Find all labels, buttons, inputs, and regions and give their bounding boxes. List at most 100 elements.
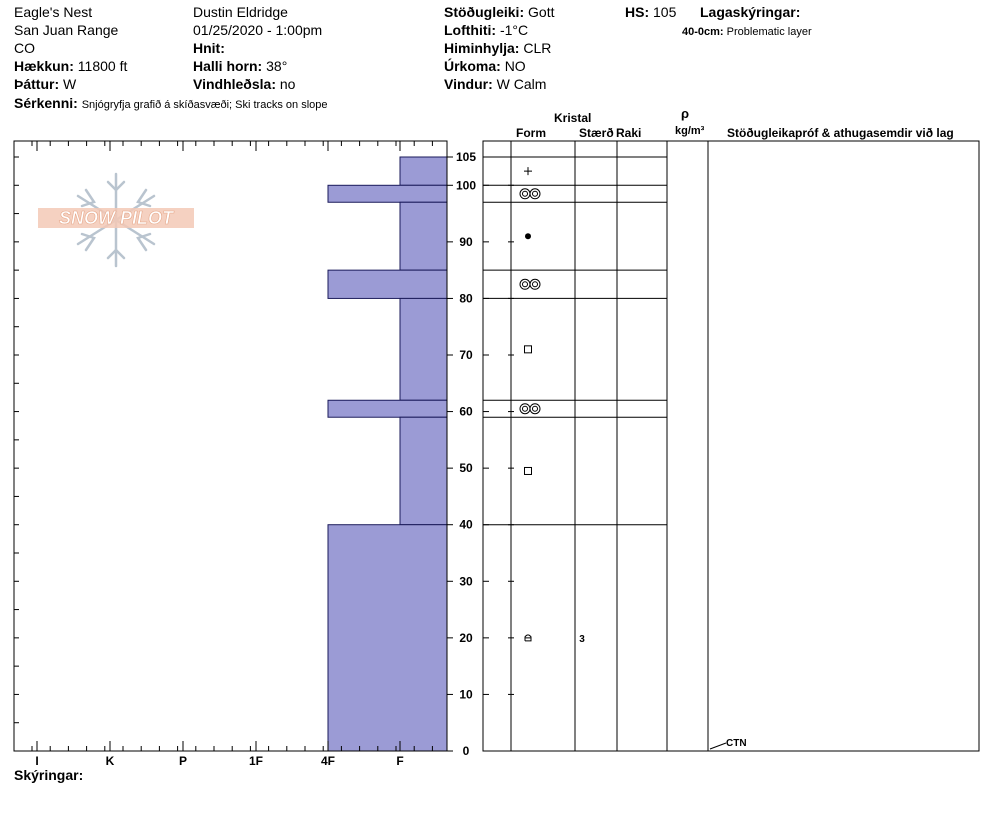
precip-value: NO	[504, 58, 526, 74]
snowpilot-logo: SNOW PILOT	[38, 172, 194, 268]
hardness-bar	[399, 201, 448, 271]
features-label: Sérkenni:	[14, 95, 78, 111]
wind-loading-value: no	[279, 76, 296, 92]
hardness-tick-label: F	[396, 754, 403, 768]
legend-label: Skýringar:	[14, 767, 84, 783]
site-name: Eagle's Nest	[14, 4, 93, 20]
grain-ring-inner	[532, 190, 538, 197]
grain-ring	[519, 403, 531, 415]
range-name: San Juan Range	[14, 22, 119, 38]
wind-row: Vindur: W Calm	[444, 76, 546, 92]
hardness-tick-label: P	[179, 754, 187, 768]
slope-value: 38°	[266, 58, 288, 74]
air-temp-value: -1°C	[499, 22, 529, 38]
grain-ring	[529, 188, 541, 200]
layer-note-text: Problematic layer	[726, 26, 812, 38]
hardness-tick-label: K	[106, 754, 115, 768]
grain-ring-inner	[532, 405, 538, 412]
air-temp-label: Lofthiti:	[444, 22, 497, 38]
density-unit-header: kg/m³	[675, 125, 705, 137]
observation-datetime: 01/25/2020 - 1:00pm	[193, 22, 323, 38]
grain-rounded-icon	[519, 278, 541, 290]
hs-label: HS:	[625, 4, 650, 20]
hardness-bar	[399, 416, 448, 526]
hardness-bar	[399, 156, 448, 186]
depth-tick-label: 60	[459, 405, 473, 419]
hardness-bar	[327, 269, 448, 299]
coords-label: Hnit:	[193, 40, 225, 56]
crystal-header: Kristal	[554, 111, 592, 125]
precip-row: Úrkoma: NO	[444, 58, 526, 74]
hardness-bar	[327, 184, 448, 203]
depth-tick-label: 80	[459, 291, 473, 305]
grain-ring	[529, 403, 541, 415]
sky-label: Himinhylja:	[444, 40, 520, 56]
layer-table-frame	[482, 140, 980, 752]
test-pointer	[709, 742, 727, 750]
observer-name: Dustin Eldridge	[193, 4, 288, 20]
aspect-label: Þáttur:	[14, 76, 60, 92]
depth-tick-label: 50	[459, 461, 473, 475]
grain-ring-inner	[522, 190, 528, 197]
hardness-tick-label: 4F	[321, 754, 335, 768]
elevation-row: Hækkun: 11800 ft	[14, 58, 127, 74]
layer-note-depth: 40-0cm:	[682, 26, 724, 38]
grain-rounded-icon	[519, 188, 541, 200]
depth-tick-label: 105	[456, 150, 476, 164]
depth-tick-label: 100	[456, 178, 476, 192]
grain-ring-inner	[522, 281, 528, 288]
stability-label: Stöðugleiki:	[444, 4, 525, 20]
stability-value: Gott	[528, 4, 555, 20]
aspect-row: Þáttur: W	[14, 76, 76, 92]
hardness-tick-label: I	[35, 754, 38, 768]
features-row: Sérkenni: Snjógryfja grafið á skíðasvæði…	[14, 95, 327, 113]
grain-square-icon	[524, 466, 532, 475]
precip-label: Úrkoma:	[444, 58, 501, 74]
depth-tick-label: 90	[459, 235, 473, 249]
wind-loading-row: Vindhleðsla: no	[193, 76, 295, 92]
depth-tick-label: 10	[459, 687, 473, 701]
wind-loading-label: Vindhleðsla:	[193, 76, 276, 92]
depth-tick-label: 70	[459, 348, 473, 362]
grain-rounded-icon	[519, 403, 541, 415]
logo-text: SNOW PILOT	[59, 208, 175, 228]
hardness-tick-label: 1F	[249, 754, 263, 768]
layer-note-row: 40-0cm: Problematic layer	[682, 24, 812, 40]
rho-header: ρ	[681, 106, 690, 121]
form-header: Form	[516, 126, 546, 140]
tests-header: Stöðugleikapróf & athugasemdir við lag	[727, 126, 954, 140]
depth-tick-label: 30	[459, 574, 473, 588]
wind-label: Vindur:	[444, 76, 493, 92]
sky-row: Himinhylja: CLR	[444, 40, 551, 56]
hardness-bar	[327, 524, 448, 752]
hs-value: 105	[653, 4, 677, 20]
hs-row: HS: 105	[625, 4, 676, 20]
air-temp-row: Lofthiti: -1°C	[444, 22, 528, 38]
aspect-value: W	[63, 76, 77, 92]
size-header: Stærð	[579, 126, 614, 140]
grain-ring	[519, 278, 531, 290]
test-label: CTN	[726, 738, 747, 749]
slope-row: Halli horn: 38°	[193, 58, 287, 74]
stability-row: Stöðugleiki: Gott	[444, 4, 554, 20]
grain-dot-icon	[525, 233, 531, 240]
elevation-label: Hækkun:	[14, 58, 74, 74]
moisture-header: Raki	[616, 126, 642, 140]
grain-size-label: 3	[579, 634, 585, 645]
elevation-value: 11800 ft	[77, 58, 128, 74]
layer-notes-label: Lagaskýringar:	[700, 4, 801, 20]
features-value: Snjógryfja grafið á skíðasvæði; Ski trac…	[81, 99, 328, 111]
grain-ring	[529, 278, 541, 290]
grain-ring	[519, 188, 531, 200]
depth-tick-label: 0	[463, 744, 470, 758]
hardness-bar	[327, 399, 448, 418]
state-name: CO	[14, 40, 35, 56]
grain-square-icon	[524, 345, 532, 354]
grain-plus-icon	[524, 167, 532, 176]
hardness-bar	[399, 297, 448, 401]
grain-cup-icon	[524, 634, 532, 642]
sky-value: CLR	[523, 40, 552, 56]
depth-tick-label: 20	[459, 631, 473, 645]
depth-tick-label: 40	[459, 518, 473, 532]
